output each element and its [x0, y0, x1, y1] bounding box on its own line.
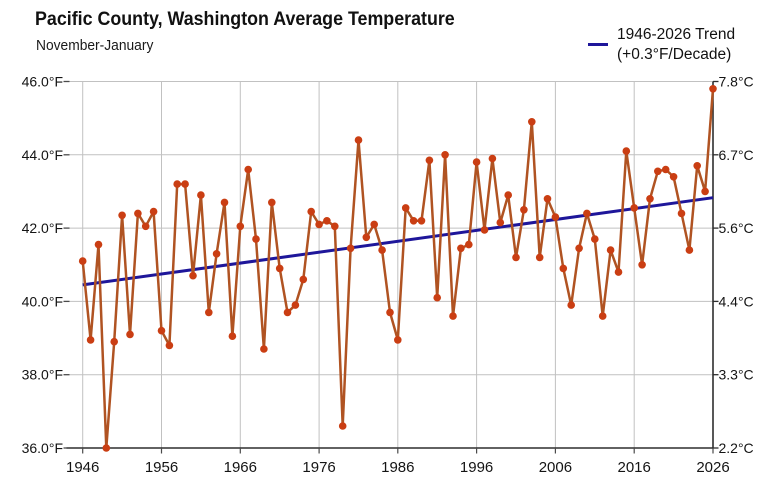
- svg-text:1986: 1986: [381, 459, 414, 476]
- svg-text:6.7°C: 6.7°C: [719, 147, 754, 163]
- svg-text:1956: 1956: [145, 459, 178, 476]
- svg-text:42.0°F: 42.0°F: [22, 220, 63, 236]
- svg-text:40.0°F: 40.0°F: [22, 293, 63, 309]
- svg-text:2.2°C: 2.2°C: [719, 440, 754, 456]
- svg-text:1996: 1996: [460, 459, 493, 476]
- svg-text:7.8°C: 7.8°C: [719, 74, 754, 90]
- svg-text:4.4°C: 4.4°C: [719, 293, 754, 309]
- svg-text:1966: 1966: [224, 459, 257, 476]
- svg-text:5.6°C: 5.6°C: [719, 220, 754, 236]
- svg-text:44.0°F: 44.0°F: [22, 147, 63, 163]
- svg-text:3.3°C: 3.3°C: [719, 367, 754, 383]
- svg-text:46.0°F: 46.0°F: [22, 74, 63, 90]
- svg-text:2026: 2026: [696, 459, 729, 476]
- svg-text:38.0°F: 38.0°F: [22, 367, 63, 383]
- svg-text:36.0°F: 36.0°F: [22, 440, 63, 456]
- svg-text:1976: 1976: [302, 459, 335, 476]
- svg-text:1946: 1946: [66, 459, 99, 476]
- svg-text:2016: 2016: [618, 459, 651, 476]
- svg-text:2006: 2006: [539, 459, 572, 476]
